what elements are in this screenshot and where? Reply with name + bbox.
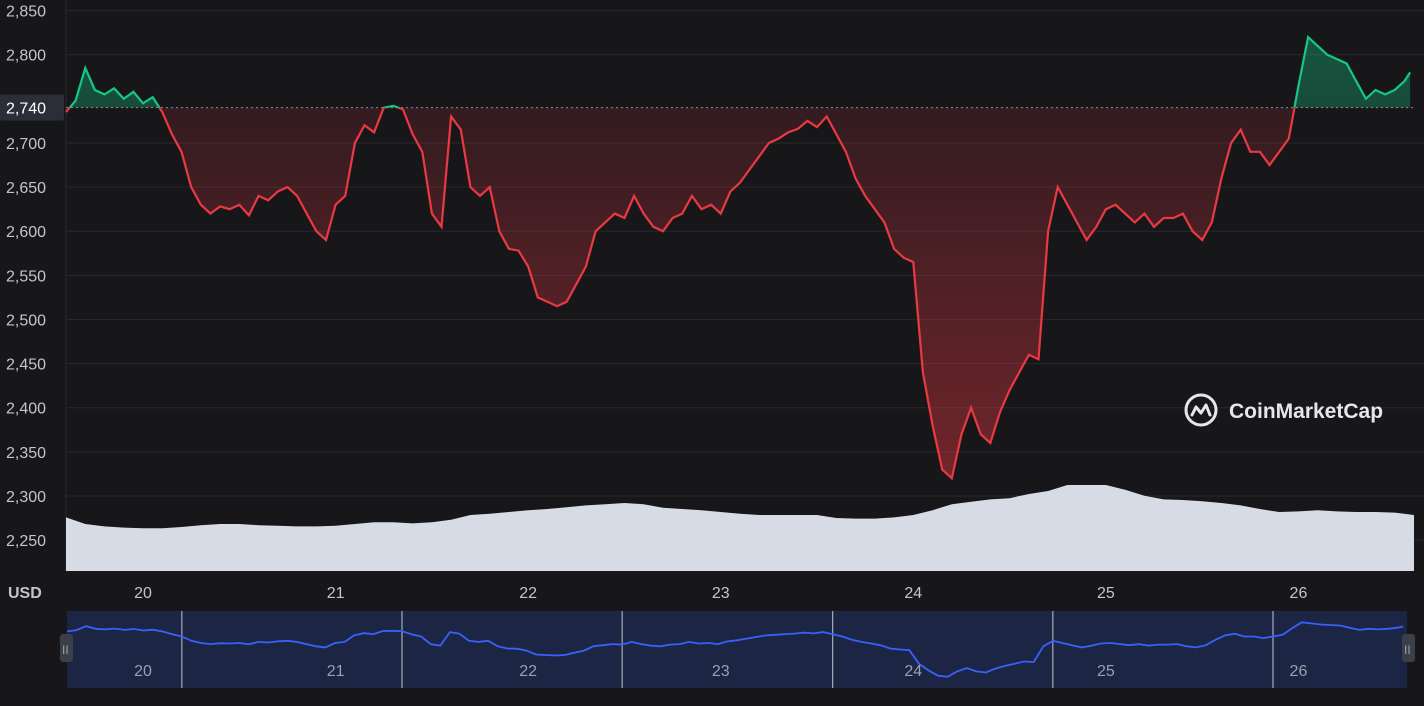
y-axis-labels: 2,850 2,800 2,700 2,650 2,600 2,550 2,500 2,450… [6,4,46,551]
y-tick-label: 2,600 [6,224,46,241]
x-tick-label: 24 [904,585,922,602]
navigator-handle-left[interactable]: II [60,634,73,662]
y-tick-label: 2,250 [6,533,46,550]
handle-right-glyph: II [1404,643,1411,657]
handle-left-glyph: II [62,643,69,657]
current-price-box [0,94,64,121]
y-tick-label: 2,550 [6,268,46,285]
y-tick-label: 2,300 [6,489,46,506]
y-tick-label: 2,700 [6,136,46,153]
navigator-label: 23 [712,663,730,680]
navigator-dividers [181,611,1274,688]
y-tick-label: 2,650 [6,180,46,197]
x-tick-label: 20 [134,585,152,602]
price-area-red [66,107,1295,479]
price-line-red [65,107,1296,481]
x-tick-label: 22 [519,585,537,602]
navigator-label: 21 [327,663,345,680]
grid-lines [65,0,1424,571]
y-tick-label: 2,400 [6,401,46,418]
current-price-label: 2,740 [6,101,46,118]
y-tick-label: 2,350 [6,445,46,462]
y-tick-label: 2,500 [6,312,46,329]
navigator-label: 24 [904,663,922,680]
x-tick-label: 25 [1097,585,1115,602]
navigator-label: 20 [134,663,152,680]
x-tick-label: 21 [327,585,345,602]
x-tick-label: 26 [1290,585,1308,602]
x-tick-label: 23 [712,585,730,602]
navigator-label: 26 [1290,663,1308,680]
navigator-labels: 20 21 22 23 24 25 26 [134,663,1307,680]
watermark-text: CoinMarketCap [1229,400,1383,423]
navigator-line [66,621,1404,678]
currency-label: USD [8,585,42,602]
y-tick-label: 2,800 [6,48,46,65]
current-price-badge: 2,740 [0,94,64,121]
x-axis-labels: 20 21 22 23 24 25 26 [134,585,1307,602]
navigator-label: 25 [1097,663,1115,680]
navigator-label: 22 [519,663,537,680]
navigator-handle-right[interactable]: II [1402,634,1415,662]
coinmarketcap-logo-icon [1184,393,1218,427]
y-tick-label: 2,850 [6,4,46,21]
navigator[interactable]: 20 21 22 23 24 25 26 II II [60,611,1415,688]
y-tick-label: 2,450 [6,357,46,374]
navigator-background [67,611,1407,688]
watermark: CoinMarketCap [1184,393,1383,427]
volume-area [66,485,1414,571]
